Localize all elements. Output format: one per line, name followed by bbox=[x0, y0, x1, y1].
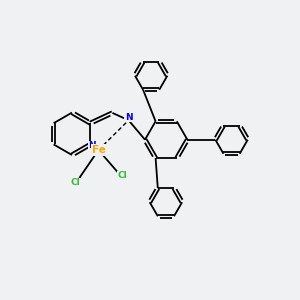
Text: N: N bbox=[125, 113, 132, 122]
Text: Cl: Cl bbox=[117, 171, 127, 180]
Text: Fe: Fe bbox=[92, 145, 105, 155]
Text: N: N bbox=[88, 141, 96, 150]
Text: Cl: Cl bbox=[71, 178, 81, 188]
